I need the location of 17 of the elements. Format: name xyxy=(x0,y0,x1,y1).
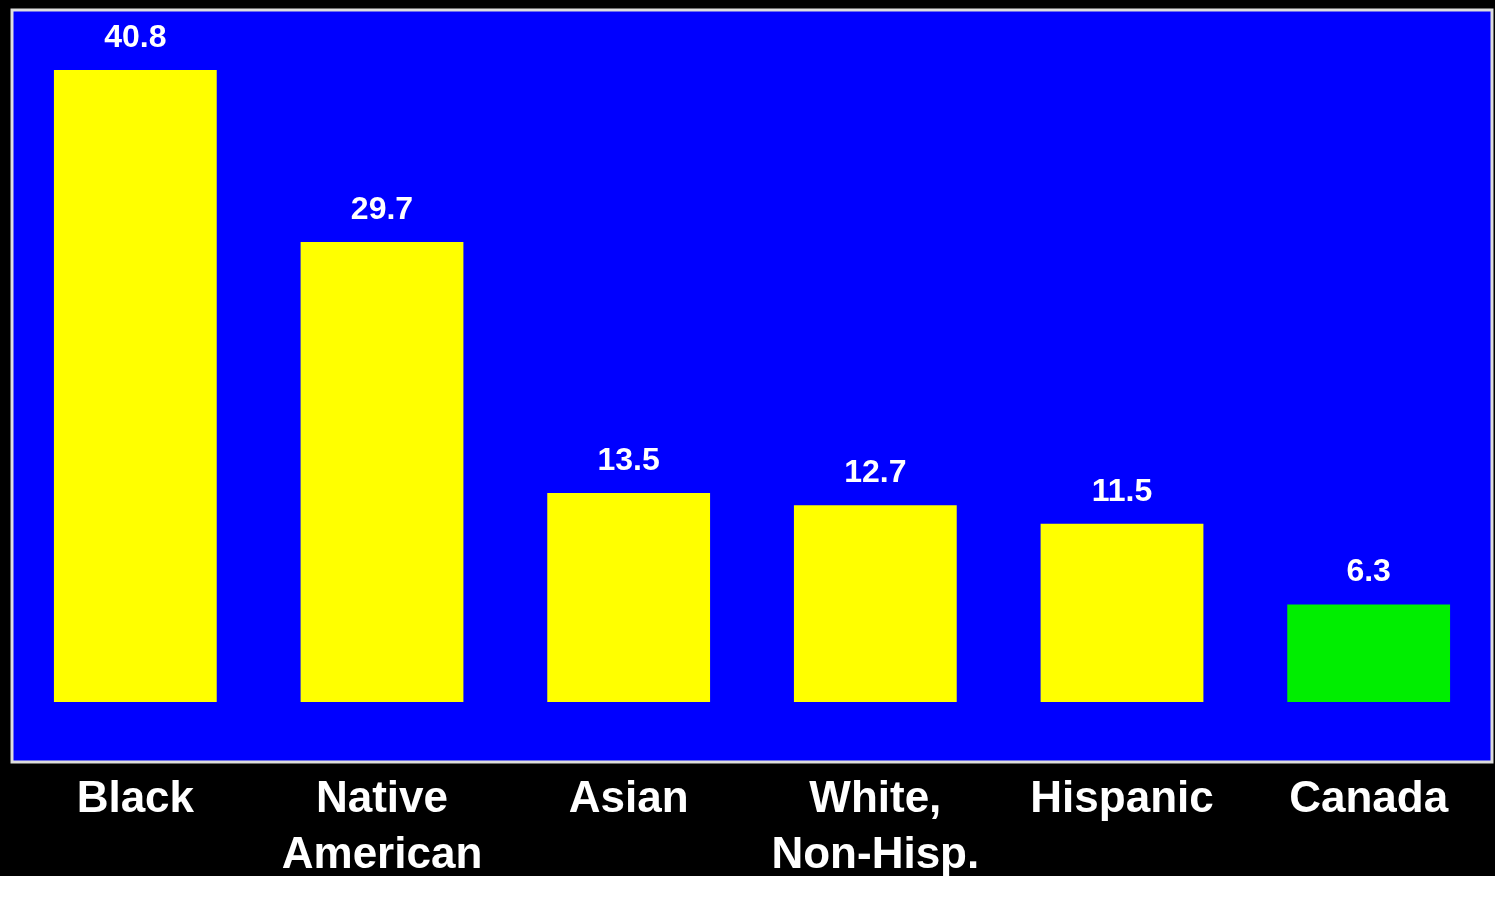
data-label: 11.5 xyxy=(1091,471,1153,508)
x-tick-label: Native American xyxy=(281,771,483,877)
bar xyxy=(300,241,464,702)
data-label: 40.8 xyxy=(104,18,167,54)
bar xyxy=(547,492,711,702)
data-label: 6.3 xyxy=(1346,552,1391,589)
x-tick-label: Canada xyxy=(1289,771,1449,821)
x-tick-label: Hispanic xyxy=(1030,771,1214,821)
data-label: 12.7 xyxy=(844,453,907,490)
bar xyxy=(1040,523,1204,702)
bar xyxy=(53,70,217,702)
bar xyxy=(1287,604,1451,702)
bar xyxy=(793,505,957,702)
data-label: 29.7 xyxy=(350,189,414,226)
x-tick-label: Asian xyxy=(568,771,689,821)
data-label: 13.5 xyxy=(597,440,660,477)
x-tick-label: Black xyxy=(76,771,195,821)
